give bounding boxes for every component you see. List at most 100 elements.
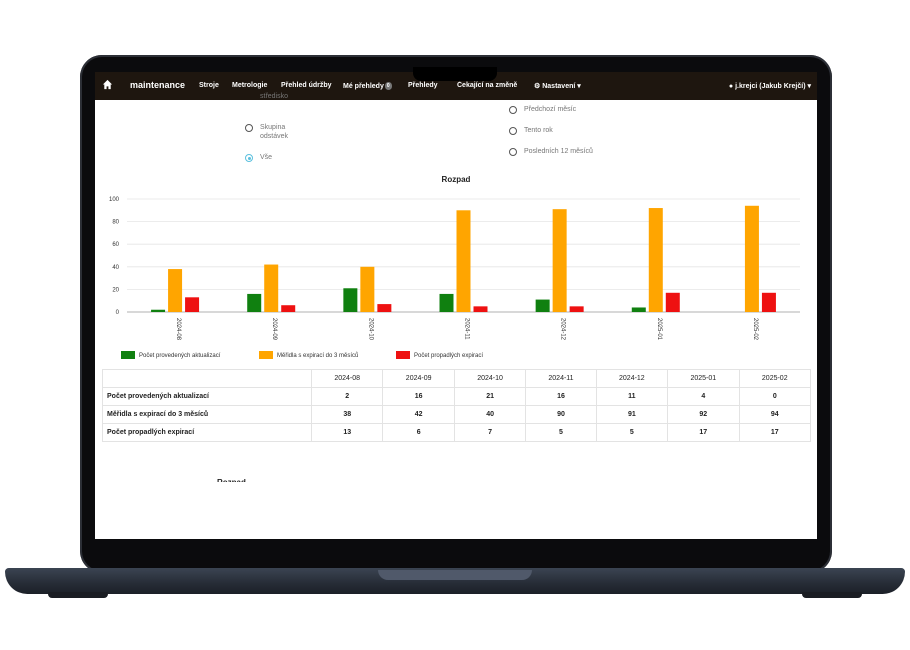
x-tick-label: 2025-01 xyxy=(656,318,662,341)
table-cell: 91 xyxy=(595,405,669,424)
nav-stroje[interactable]: Stroje xyxy=(199,82,219,89)
caret-down-icon: ▾ xyxy=(577,83,581,90)
user-name: j.krejci (Jakub Krejčí) xyxy=(735,83,806,90)
bar xyxy=(168,269,183,312)
column-header: 2024-12 xyxy=(595,369,669,388)
legend-item-aktualizace[interactable]: Počet provedených aktualizací xyxy=(121,351,220,359)
nav-metrologie[interactable]: Metrologie xyxy=(232,82,268,89)
data-table: 2024-08 2024-09 2024-10 2024-11 2024-12 … xyxy=(102,369,812,442)
radio-circle[interactable] xyxy=(245,124,253,132)
table-cell: 90 xyxy=(525,405,597,424)
chart-title: Rozpad xyxy=(441,175,471,184)
legend-swatch xyxy=(121,351,135,359)
x-tick-label: 2024-11 xyxy=(464,318,470,340)
table-cell: 17 xyxy=(738,423,812,442)
bar xyxy=(535,299,550,312)
nav-me-prehledy[interactable]: Mé přehledy 0 xyxy=(343,82,392,90)
table-cell: 13 xyxy=(310,423,384,442)
user-menu[interactable]: ● j.krejci (Jakub Krejčí) ▾ xyxy=(729,82,811,90)
table-cell: 17 xyxy=(667,423,740,442)
x-tick-label: 2024-09 xyxy=(271,318,277,341)
bar xyxy=(377,304,392,312)
table-cell: 5 xyxy=(525,423,597,442)
x-tick-label: 2025-02 xyxy=(752,318,758,341)
y-tick-label: 100 xyxy=(109,197,120,203)
table-cell: 11 xyxy=(595,387,669,406)
legend-item-propadle[interactable]: Počet propadlých expirací xyxy=(396,351,483,359)
bar xyxy=(569,306,584,312)
table-cell: 16 xyxy=(382,387,455,406)
bar xyxy=(360,266,375,312)
table-cell: 21 xyxy=(453,387,527,406)
bar xyxy=(185,297,200,312)
bar xyxy=(648,208,663,312)
bar xyxy=(744,205,759,312)
nav-settings-label: Nastavení xyxy=(542,83,576,90)
laptop-hinge-notch xyxy=(378,570,532,580)
nav-cekajici[interactable]: Čekající na změně xyxy=(457,82,518,89)
table-cell: 2 xyxy=(310,387,384,406)
column-header: 2024-10 xyxy=(453,369,527,388)
column-header xyxy=(102,369,312,388)
x-tick-label: 2024-08 xyxy=(175,318,181,341)
column-header: 2024-11 xyxy=(525,369,597,388)
nav-prehled-udrzby[interactable]: Přehled údržby xyxy=(281,82,332,89)
radio-circle-checked[interactable] xyxy=(245,154,253,162)
row-header: Měřidla s expirací do 3 měsíců xyxy=(102,405,312,424)
table-row: Počet provedených aktualizací 2 16 21 16… xyxy=(102,387,812,406)
second-chart-title: Rozpad xyxy=(217,478,246,482)
table-row: Počet propadlých expirací 13 6 7 5 5 17 … xyxy=(102,423,812,442)
brand-link[interactable]: maintenance xyxy=(130,80,186,90)
table-cell: 6 xyxy=(382,423,455,442)
nav-prehledy[interactable]: Přehledy xyxy=(408,82,438,89)
row-header: Počet provedených aktualizací xyxy=(102,387,312,406)
table-cell: 0 xyxy=(738,387,812,406)
radio-label: středisko xyxy=(260,93,289,100)
table-cell: 4 xyxy=(667,387,740,406)
bar xyxy=(456,210,471,312)
radio-label: Tento rok xyxy=(524,127,553,134)
nav-settings[interactable]: ⚙ Nastavení ▾ xyxy=(534,82,581,90)
x-tick-label: 2024-12 xyxy=(560,318,566,341)
table-cell: 92 xyxy=(667,405,740,424)
bar xyxy=(281,305,296,312)
count-badge: 0 xyxy=(384,82,392,90)
y-tick-label: 0 xyxy=(116,310,120,316)
legend-swatch xyxy=(396,351,410,359)
table-cell: 7 xyxy=(453,423,527,442)
column-header: 2024-09 xyxy=(382,369,455,388)
bar xyxy=(665,292,680,312)
radio-circle[interactable] xyxy=(509,106,517,114)
laptop-foot xyxy=(802,592,862,598)
home-icon[interactable] xyxy=(102,79,113,90)
bar xyxy=(552,209,567,312)
y-tick-label: 60 xyxy=(112,242,119,248)
radio-label: Skupina odstávek xyxy=(260,124,289,140)
user-icon: ● xyxy=(728,83,734,90)
table-cell: 16 xyxy=(525,387,597,406)
table-header-row: 2024-08 2024-09 2024-10 2024-11 2024-12 … xyxy=(102,369,812,388)
radio-circle[interactable] xyxy=(509,127,517,135)
table-cell: 40 xyxy=(453,405,527,424)
column-header: 2024-08 xyxy=(310,369,384,388)
radio-circle[interactable] xyxy=(509,148,517,156)
legend-label: Měřidla s expirací do 3 měsíců xyxy=(277,353,359,359)
bar xyxy=(247,293,262,312)
radio-label: Předchozí měsíc xyxy=(524,106,577,113)
x-tick-label: 2024-10 xyxy=(367,318,373,341)
legend-swatch xyxy=(259,351,273,359)
laptop-foot xyxy=(48,592,108,598)
legend-item-meridla[interactable]: Měřidla s expirací do 3 měsíců xyxy=(259,351,358,359)
legend-label: Počet propadlých expirací xyxy=(414,353,484,359)
table-cell: 5 xyxy=(595,423,669,442)
bar xyxy=(151,309,166,312)
row-header: Počet propadlých expirací xyxy=(102,423,312,442)
camera-notch xyxy=(413,67,497,81)
column-header: 2025-02 xyxy=(738,369,812,388)
bar xyxy=(631,307,646,312)
bar xyxy=(264,264,279,312)
screen: maintenance Stroje Metrologie Přehled úd… xyxy=(95,72,817,539)
bar xyxy=(761,292,776,312)
bar xyxy=(473,306,488,312)
column-header: 2025-01 xyxy=(667,369,740,388)
